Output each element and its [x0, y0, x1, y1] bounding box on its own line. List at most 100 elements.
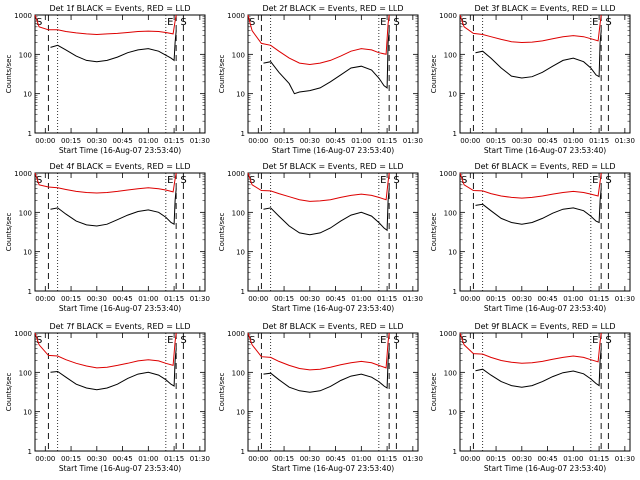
x-tick-label: 00:30 [87, 295, 107, 303]
event-rate-line [475, 348, 602, 388]
y-axis-label: Counts/sec [5, 373, 13, 412]
y-tick-label: 1000 [227, 170, 245, 178]
y-tick-label: 100 [444, 51, 457, 59]
x-tick-label: 00:30 [87, 137, 107, 145]
panel-title: Det 1f BLACK = Events, RED = LLD [49, 4, 190, 13]
y-tick-label: 100 [444, 369, 457, 377]
event-rate-line [50, 188, 177, 227]
x-tick-label: 00:00 [35, 137, 55, 145]
x-axis-label: Start Time (16-Aug-07 23:53:40) [59, 464, 181, 473]
x-tick-label: 00:15 [274, 137, 294, 145]
y-tick-label: 100 [232, 209, 245, 217]
plot-frame [247, 14, 419, 134]
plot-frame [34, 332, 206, 452]
x-tick-label: 00:30 [87, 455, 107, 463]
lld-rate-line [247, 14, 390, 66]
x-axis-label: Start Time (16-Aug-07 23:53:40) [272, 304, 394, 313]
x-tick-label: 00:30 [300, 455, 320, 463]
y-tick-label: 1 [28, 130, 32, 138]
y-tick-label: 10 [448, 409, 457, 417]
y-tick-label: 10 [448, 249, 457, 257]
start-marker-label-2: S [605, 175, 611, 186]
end-marker-label: E [167, 335, 173, 346]
start-marker-label-2: S [605, 335, 611, 346]
start-marker-label: S [36, 175, 42, 186]
x-tick-label: 00:15 [61, 455, 81, 463]
panel-7: Det 7f BLACK = Events, RED = LLD 1 10 100 10… [5, 322, 210, 473]
x-tick-label: 00:00 [35, 295, 55, 303]
y-tick-label: 100 [19, 51, 32, 59]
x-tick-label: 01:00 [563, 137, 583, 145]
start-marker-label: S [461, 335, 467, 346]
start-marker-label: S [36, 335, 42, 346]
x-tick-label: 00:00 [248, 137, 268, 145]
panel-title: Det 4f BLACK = Events, RED = LLD [49, 162, 190, 171]
x-tick-label: 01:30 [615, 455, 635, 463]
panel-title: Det 7f BLACK = Events, RED = LLD [49, 322, 190, 331]
x-tick-label: 00:30 [512, 137, 532, 145]
x-tick-label: 00:45 [537, 455, 557, 463]
x-tick-label: 01:00 [563, 295, 583, 303]
event-rate-line [50, 348, 177, 391]
panel-2: Det 2f BLACK = Events, RED = LLD 1 10 100 10… [218, 4, 423, 155]
plot-frame [247, 332, 419, 452]
x-tick-label: 00:15 [486, 137, 506, 145]
event-rate-line [263, 30, 390, 95]
x-tick-label: 01:15 [164, 137, 184, 145]
y-tick-label: 1000 [439, 170, 457, 178]
panel-3: Det 3f BLACK = Events, RED = LLD 1 10 100 10… [430, 4, 635, 155]
plot-frame [34, 14, 206, 134]
lld-rate-line [34, 332, 177, 369]
end-marker-label: E [592, 335, 598, 346]
plot-frame [247, 172, 419, 292]
x-tick-label: 01:00 [563, 455, 583, 463]
y-tick-label: 10 [23, 249, 32, 257]
y-tick-label: 100 [19, 209, 32, 217]
x-tick-label: 01:00 [351, 455, 371, 463]
panel-9: Det 9f BLACK = Events, RED = LLD 1 10 100 10… [430, 322, 635, 473]
x-tick-label: 00:30 [512, 455, 532, 463]
lld-rate-line [459, 14, 602, 44]
event-rate-line [475, 188, 602, 225]
y-tick-label: 1000 [439, 330, 457, 338]
lld-rate-line [34, 14, 177, 36]
event-rate-line [263, 188, 390, 236]
y-tick-label: 100 [232, 369, 245, 377]
y-tick-label: 1 [241, 448, 245, 456]
y-tick-label: 1000 [14, 12, 32, 20]
y-tick-label: 100 [444, 209, 457, 217]
x-tick-label: 01:30 [190, 295, 210, 303]
plot-frame [34, 172, 206, 292]
start-marker-label: S [249, 335, 255, 346]
lld-rate-line [459, 172, 602, 199]
x-tick-label: 00:00 [248, 455, 268, 463]
panel-8: Det 8f BLACK = Events, RED = LLD 1 10 100 10… [218, 322, 423, 473]
end-marker-label: E [167, 175, 173, 186]
y-tick-label: 1000 [14, 170, 32, 178]
start-marker-label-2: S [180, 17, 186, 28]
start-marker-label: S [36, 17, 42, 28]
x-axis-label: Start Time (16-Aug-07 23:53:40) [272, 146, 394, 155]
x-tick-label: 00:45 [112, 137, 132, 145]
x-tick-label: 00:45 [537, 295, 557, 303]
plot-frame [459, 172, 631, 292]
x-tick-label: 00:45 [112, 295, 132, 303]
x-axis-label: Start Time (16-Aug-07 23:53:40) [484, 304, 606, 313]
x-tick-label: 01:30 [403, 455, 423, 463]
x-tick-label: 01:15 [164, 455, 184, 463]
y-tick-label: 1 [28, 448, 32, 456]
lld-rate-line [34, 172, 177, 194]
y-tick-label: 1 [241, 130, 245, 138]
x-tick-label: 00:00 [460, 137, 480, 145]
x-tick-label: 00:00 [35, 455, 55, 463]
start-marker-label: S [461, 17, 467, 28]
y-axis-label: Counts/sec [430, 213, 438, 252]
panel-title: Det 5f BLACK = Events, RED = LLD [262, 162, 403, 171]
lld-rate-line [247, 332, 390, 371]
lld-rate-line [247, 172, 390, 202]
x-tick-label: 00:45 [325, 455, 345, 463]
x-tick-label: 00:45 [325, 295, 345, 303]
x-axis-label: Start Time (16-Aug-07 23:53:40) [484, 464, 606, 473]
panel-4: Det 4f BLACK = Events, RED = LLD 1 10 100 10… [5, 162, 210, 313]
